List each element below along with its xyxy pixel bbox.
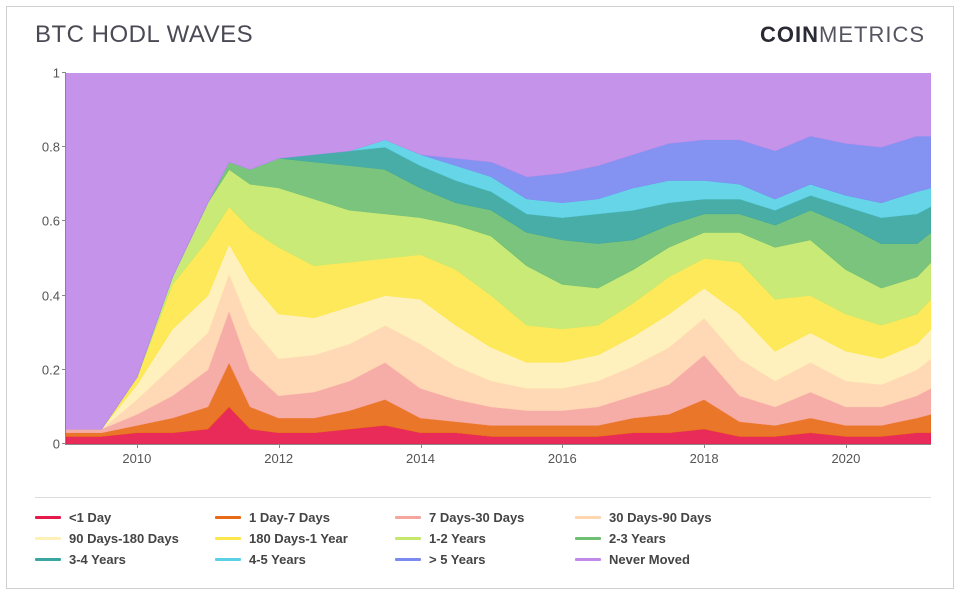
legend-swatch — [395, 537, 421, 540]
legend-item-d1_7: 1 Day-7 Days — [215, 510, 395, 525]
x-tick-label: 2016 — [548, 451, 577, 466]
legend-swatch — [215, 537, 241, 540]
legend-item-y3_4: 3-4 Years — [35, 552, 215, 567]
y-tick-mark — [62, 369, 66, 370]
y-tick-label: 1 — [28, 66, 60, 81]
y-tick-label: 0.6 — [28, 214, 60, 229]
legend-swatch — [35, 537, 61, 540]
legend-item-lt1d: <1 Day — [35, 510, 215, 525]
legend-swatch — [395, 558, 421, 561]
x-tick-mark — [421, 444, 422, 448]
legend-item-d90_180: 90 Days-180 Days — [35, 531, 215, 546]
legend-item-d7_30: 7 Days-30 Days — [395, 510, 575, 525]
x-tick-label: 2012 — [264, 451, 293, 466]
brand-thin: METRICS — [819, 22, 925, 47]
legend-item-gt5y: > 5 Years — [395, 552, 575, 567]
legend-swatch — [35, 516, 61, 519]
x-tick-mark — [562, 444, 563, 448]
legend-swatch — [35, 558, 61, 561]
y-tick-label: 0.4 — [28, 288, 60, 303]
y-tick-label: 0.2 — [28, 362, 60, 377]
stacked-area-svg — [66, 73, 931, 444]
x-tick-mark — [137, 444, 138, 448]
legend-label: 1-2 Years — [429, 531, 486, 546]
legend-swatch — [575, 537, 601, 540]
y-tick-label: 0.8 — [28, 140, 60, 155]
legend-label: 90 Days-180 Days — [69, 531, 179, 546]
legend-item-never: Never Moved — [575, 552, 755, 567]
y-tick-label: 0 — [28, 437, 60, 452]
x-tick-label: 2018 — [690, 451, 719, 466]
legend-label: 4-5 Years — [249, 552, 306, 567]
y-tick-mark — [62, 146, 66, 147]
y-tick-mark — [62, 295, 66, 296]
legend-swatch — [395, 516, 421, 519]
x-tick-mark — [704, 444, 705, 448]
legend-item-y1_2: 1-2 Years — [395, 531, 575, 546]
legend-label: 3-4 Years — [69, 552, 126, 567]
x-tick-mark — [846, 444, 847, 448]
y-tick-mark — [62, 220, 66, 221]
legend-swatch — [215, 516, 241, 519]
legend-label: 2-3 Years — [609, 531, 666, 546]
brand-logo: COINMETRICS — [760, 22, 925, 48]
legend-label: 30 Days-90 Days — [609, 510, 712, 525]
x-tick-label: 2020 — [831, 451, 860, 466]
legend-label: 7 Days-30 Days — [429, 510, 524, 525]
x-tick-label: 2014 — [406, 451, 435, 466]
y-tick-mark — [62, 72, 66, 73]
brand-bold: COIN — [760, 22, 819, 47]
legend-item-d30_90: 30 Days-90 Days — [575, 510, 755, 525]
x-tick-mark — [279, 444, 280, 448]
chart-card: BTC HODL WAVES COINMETRICS 00.20.40.60.8… — [6, 6, 954, 589]
chart-area: 00.20.40.60.81201020122014201620182020 — [65, 73, 931, 473]
legend-label: 1 Day-7 Days — [249, 510, 330, 525]
legend-swatch — [575, 516, 601, 519]
legend-item-y2_3: 2-3 Years — [575, 531, 755, 546]
legend-item-y4_5: 4-5 Years — [215, 552, 395, 567]
legend-swatch — [215, 558, 241, 561]
legend-label: 180 Days-1 Year — [249, 531, 348, 546]
y-tick-mark — [62, 443, 66, 444]
legend-swatch — [575, 558, 601, 561]
chart-title: BTC HODL WAVES — [35, 21, 253, 49]
x-tick-label: 2010 — [122, 451, 151, 466]
legend: <1 Day 1 Day-7 Days 7 Days-30 Days 30 Days-… — [35, 497, 931, 567]
legend-label: <1 Day — [69, 510, 111, 525]
legend-label: Never Moved — [609, 552, 690, 567]
legend-label: > 5 Years — [429, 552, 486, 567]
header: BTC HODL WAVES COINMETRICS — [7, 7, 953, 57]
plot-region: 00.20.40.60.81201020122014201620182020 — [65, 73, 931, 445]
legend-item-d180_1y: 180 Days-1 Year — [215, 531, 395, 546]
